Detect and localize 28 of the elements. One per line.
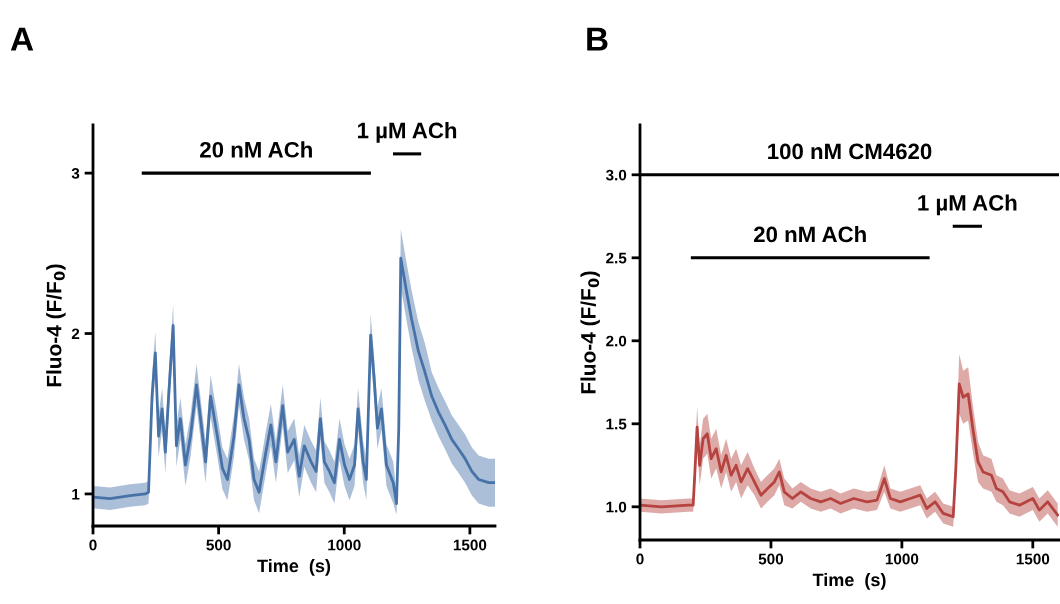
y-tick-label: 1 xyxy=(72,488,80,500)
x-tick-label: 1500 xyxy=(1016,553,1050,565)
annotation: 20 nM ACh xyxy=(754,225,866,243)
annotation: 1 µM ACh xyxy=(918,194,1017,216)
y-axis-title: Fluo-4 (F/F$_{0}$) xyxy=(46,264,66,387)
x-tick-label: 0 xyxy=(89,539,97,551)
x-tick-label: 1000 xyxy=(885,553,919,565)
line-series xyxy=(640,382,1059,519)
y-tick-label: 3 xyxy=(71,167,80,179)
x-tick-label: 500 xyxy=(758,553,784,565)
x-tick-label: 500 xyxy=(206,539,231,551)
x-tick-label: 0 xyxy=(636,553,644,565)
annotation: 1 µM ACh xyxy=(358,122,457,143)
y-tick-label: 3.0 xyxy=(605,169,627,181)
x-axis-title: Time (s) xyxy=(812,572,886,590)
x-axis-title: Time (s) xyxy=(257,558,331,576)
y-tick-label: 2 xyxy=(71,328,80,340)
y-tick-label: 2.5 xyxy=(606,252,627,264)
y-tick-label: 2.0 xyxy=(606,335,627,347)
y-tick-label: 1.0 xyxy=(606,501,627,513)
annotation: 20 nM ACh xyxy=(200,141,312,158)
chart-title: A xyxy=(10,27,34,51)
y-axis-title: Fluo-4 (F/F$_{0}$) xyxy=(580,271,600,394)
y-tick-label: 1.5 xyxy=(606,418,627,430)
x-tick-label: 1000 xyxy=(328,539,361,551)
x-tick-label: 1500 xyxy=(453,539,487,551)
annotation: 100 nM CM4620 xyxy=(768,143,932,160)
chart-title: B xyxy=(587,27,608,51)
